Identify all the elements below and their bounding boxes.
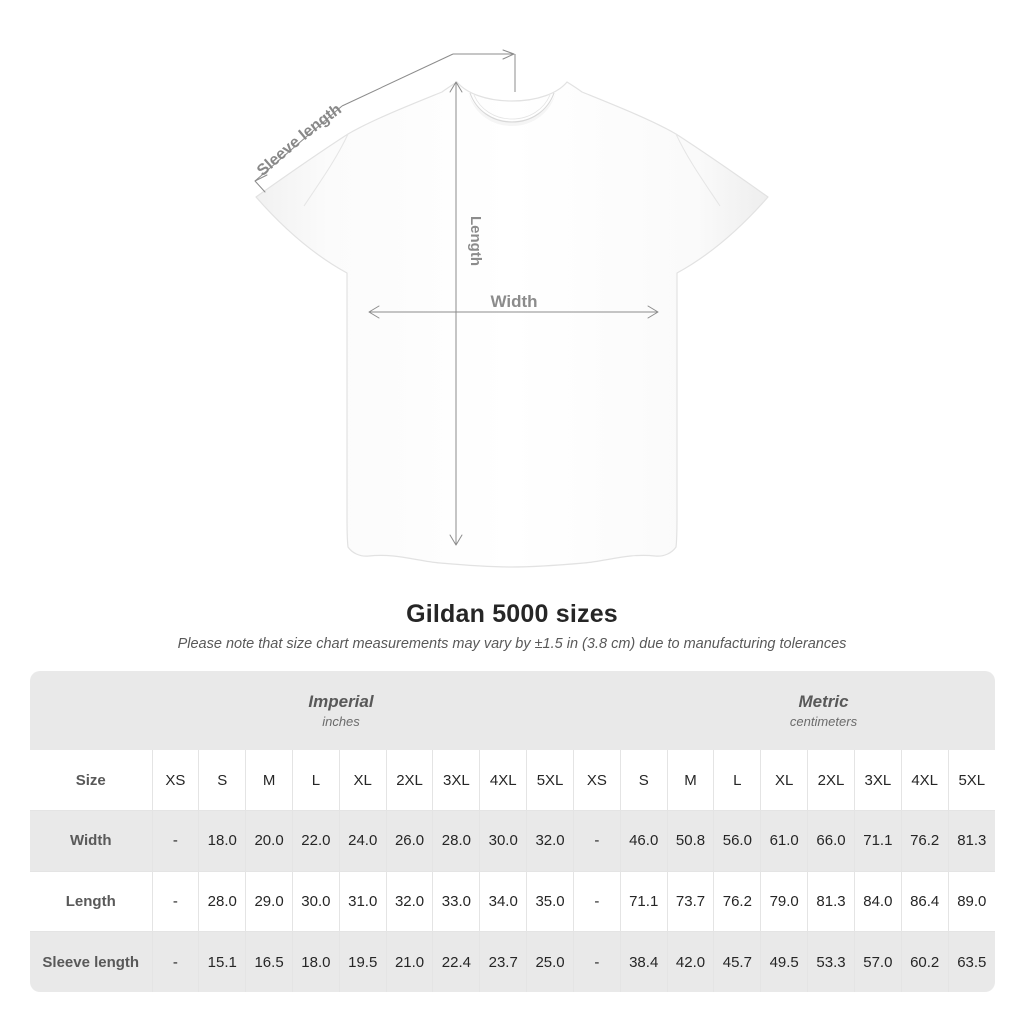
- svg-text:Length: Length: [467, 216, 484, 266]
- svg-text:Width: Width: [490, 292, 537, 311]
